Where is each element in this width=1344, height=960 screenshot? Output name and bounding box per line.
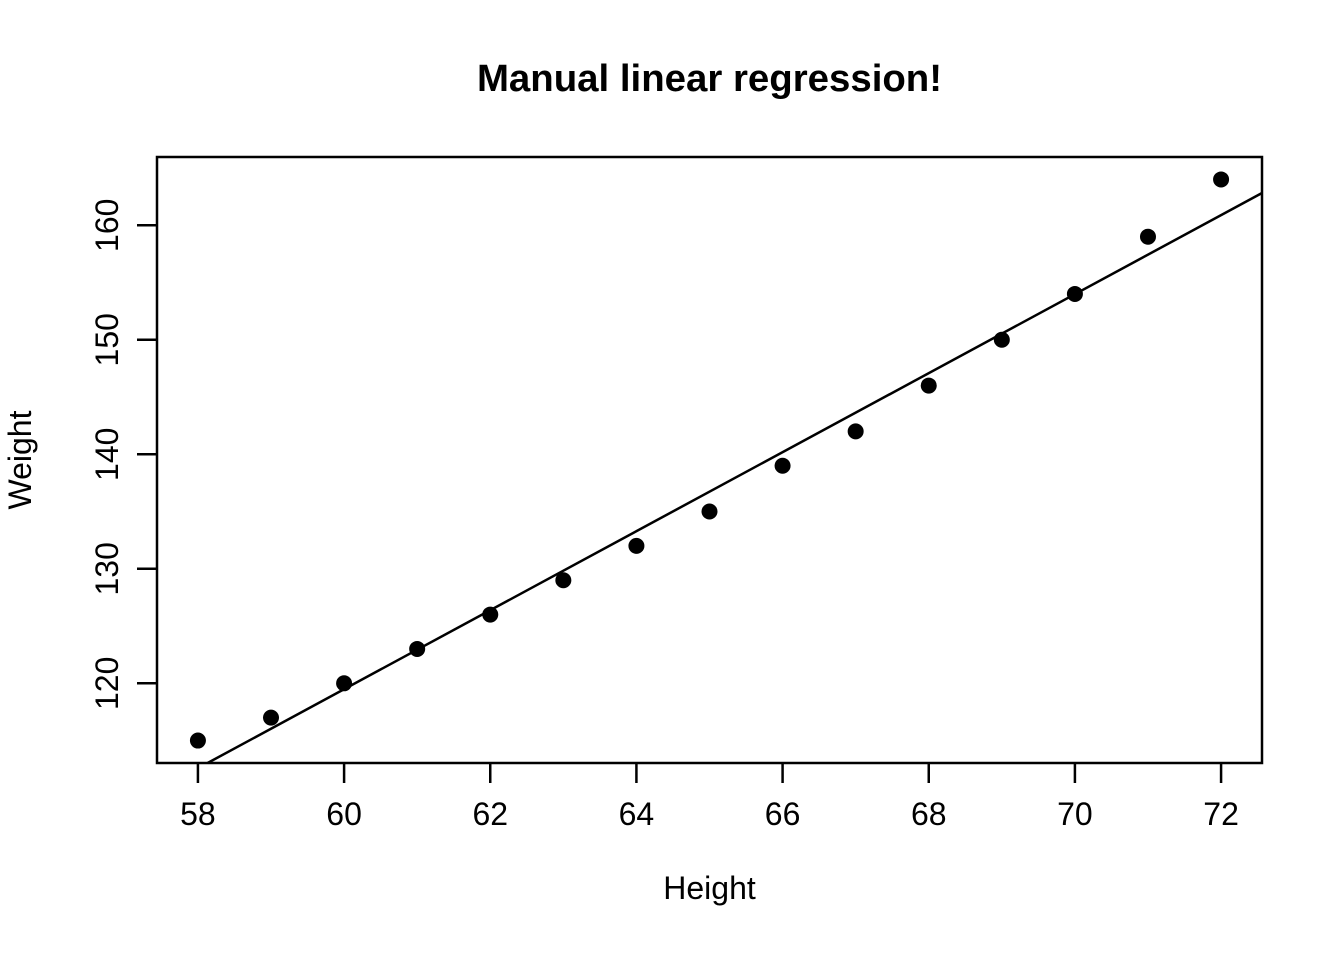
data-point	[336, 675, 353, 692]
data-point	[774, 457, 791, 474]
data-point	[409, 640, 426, 657]
x-axis-tick-label: 72	[1203, 796, 1239, 832]
data-point	[701, 503, 718, 520]
x-axis-tick-label: 70	[1057, 796, 1093, 832]
y-axis-tick-label: 150	[89, 313, 125, 366]
y-axis-tick-label: 160	[89, 199, 125, 252]
y-axis-label: Weight	[2, 410, 38, 510]
x-axis-tick-label: 62	[472, 796, 508, 832]
data-point	[847, 423, 864, 440]
plot-box	[155, 155, 1264, 765]
data-point	[1139, 228, 1156, 245]
y-axis-tick-label: 130	[89, 542, 125, 595]
chart-title: Manual linear regression!	[476, 57, 943, 100]
x-axis-tick-label: 68	[911, 796, 947, 832]
y-axis-tick-label: 120	[89, 657, 125, 710]
x-axis-tick-label: 60	[326, 796, 362, 832]
x-axis-tick-label: 58	[180, 796, 216, 832]
data-point	[482, 606, 499, 623]
data-point	[920, 377, 937, 394]
data-point	[993, 331, 1010, 348]
data-point	[263, 709, 280, 726]
x-axis-tick-label: 64	[619, 796, 655, 832]
x-axis-tick-label: 66	[765, 796, 801, 832]
y-axis-tick-label: 140	[89, 428, 125, 481]
data-point	[189, 732, 206, 749]
data-point	[628, 537, 645, 554]
regression-line	[207, 191, 1263, 765]
data-point	[555, 572, 572, 589]
data-point	[1066, 285, 1083, 302]
x-axis-label: Height	[663, 870, 756, 906]
data-point	[1213, 171, 1230, 188]
